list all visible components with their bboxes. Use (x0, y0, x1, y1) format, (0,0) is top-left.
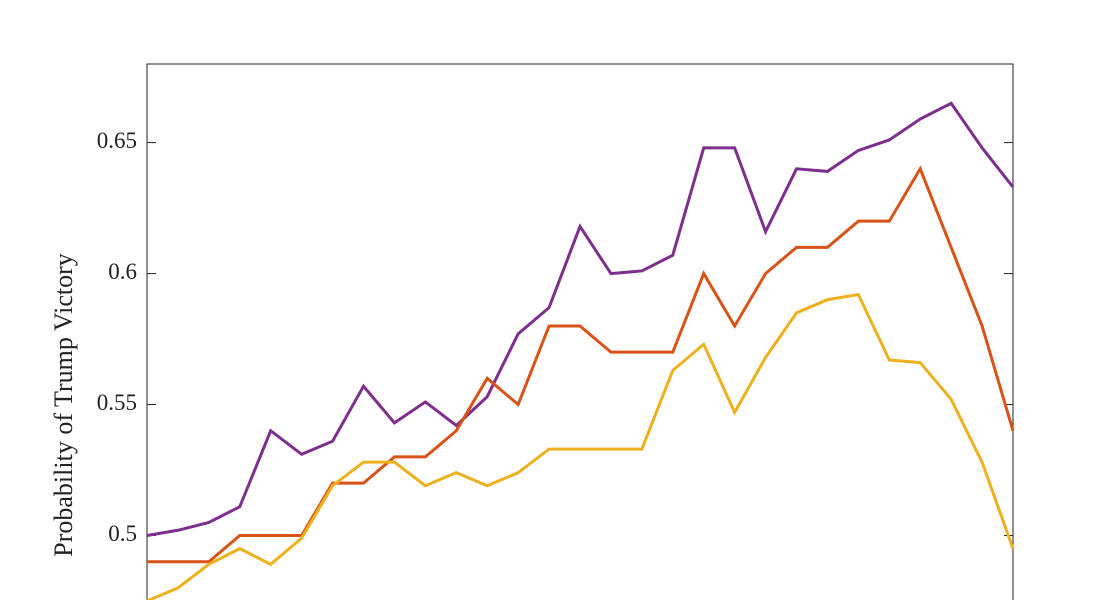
plot-frame (146, 63, 1014, 600)
y-axis-label: Probability of Trump Victory (49, 253, 78, 556)
line-series (146, 101, 1015, 537)
y-tick-label: 0.65 (97, 128, 137, 153)
y-tick-label: 0.5 (108, 521, 137, 546)
line-series (147, 165, 1015, 564)
y-tick-label: 0.55 (97, 390, 137, 415)
line-series (146, 292, 1015, 600)
y-tick-label: 0.6 (108, 259, 137, 284)
